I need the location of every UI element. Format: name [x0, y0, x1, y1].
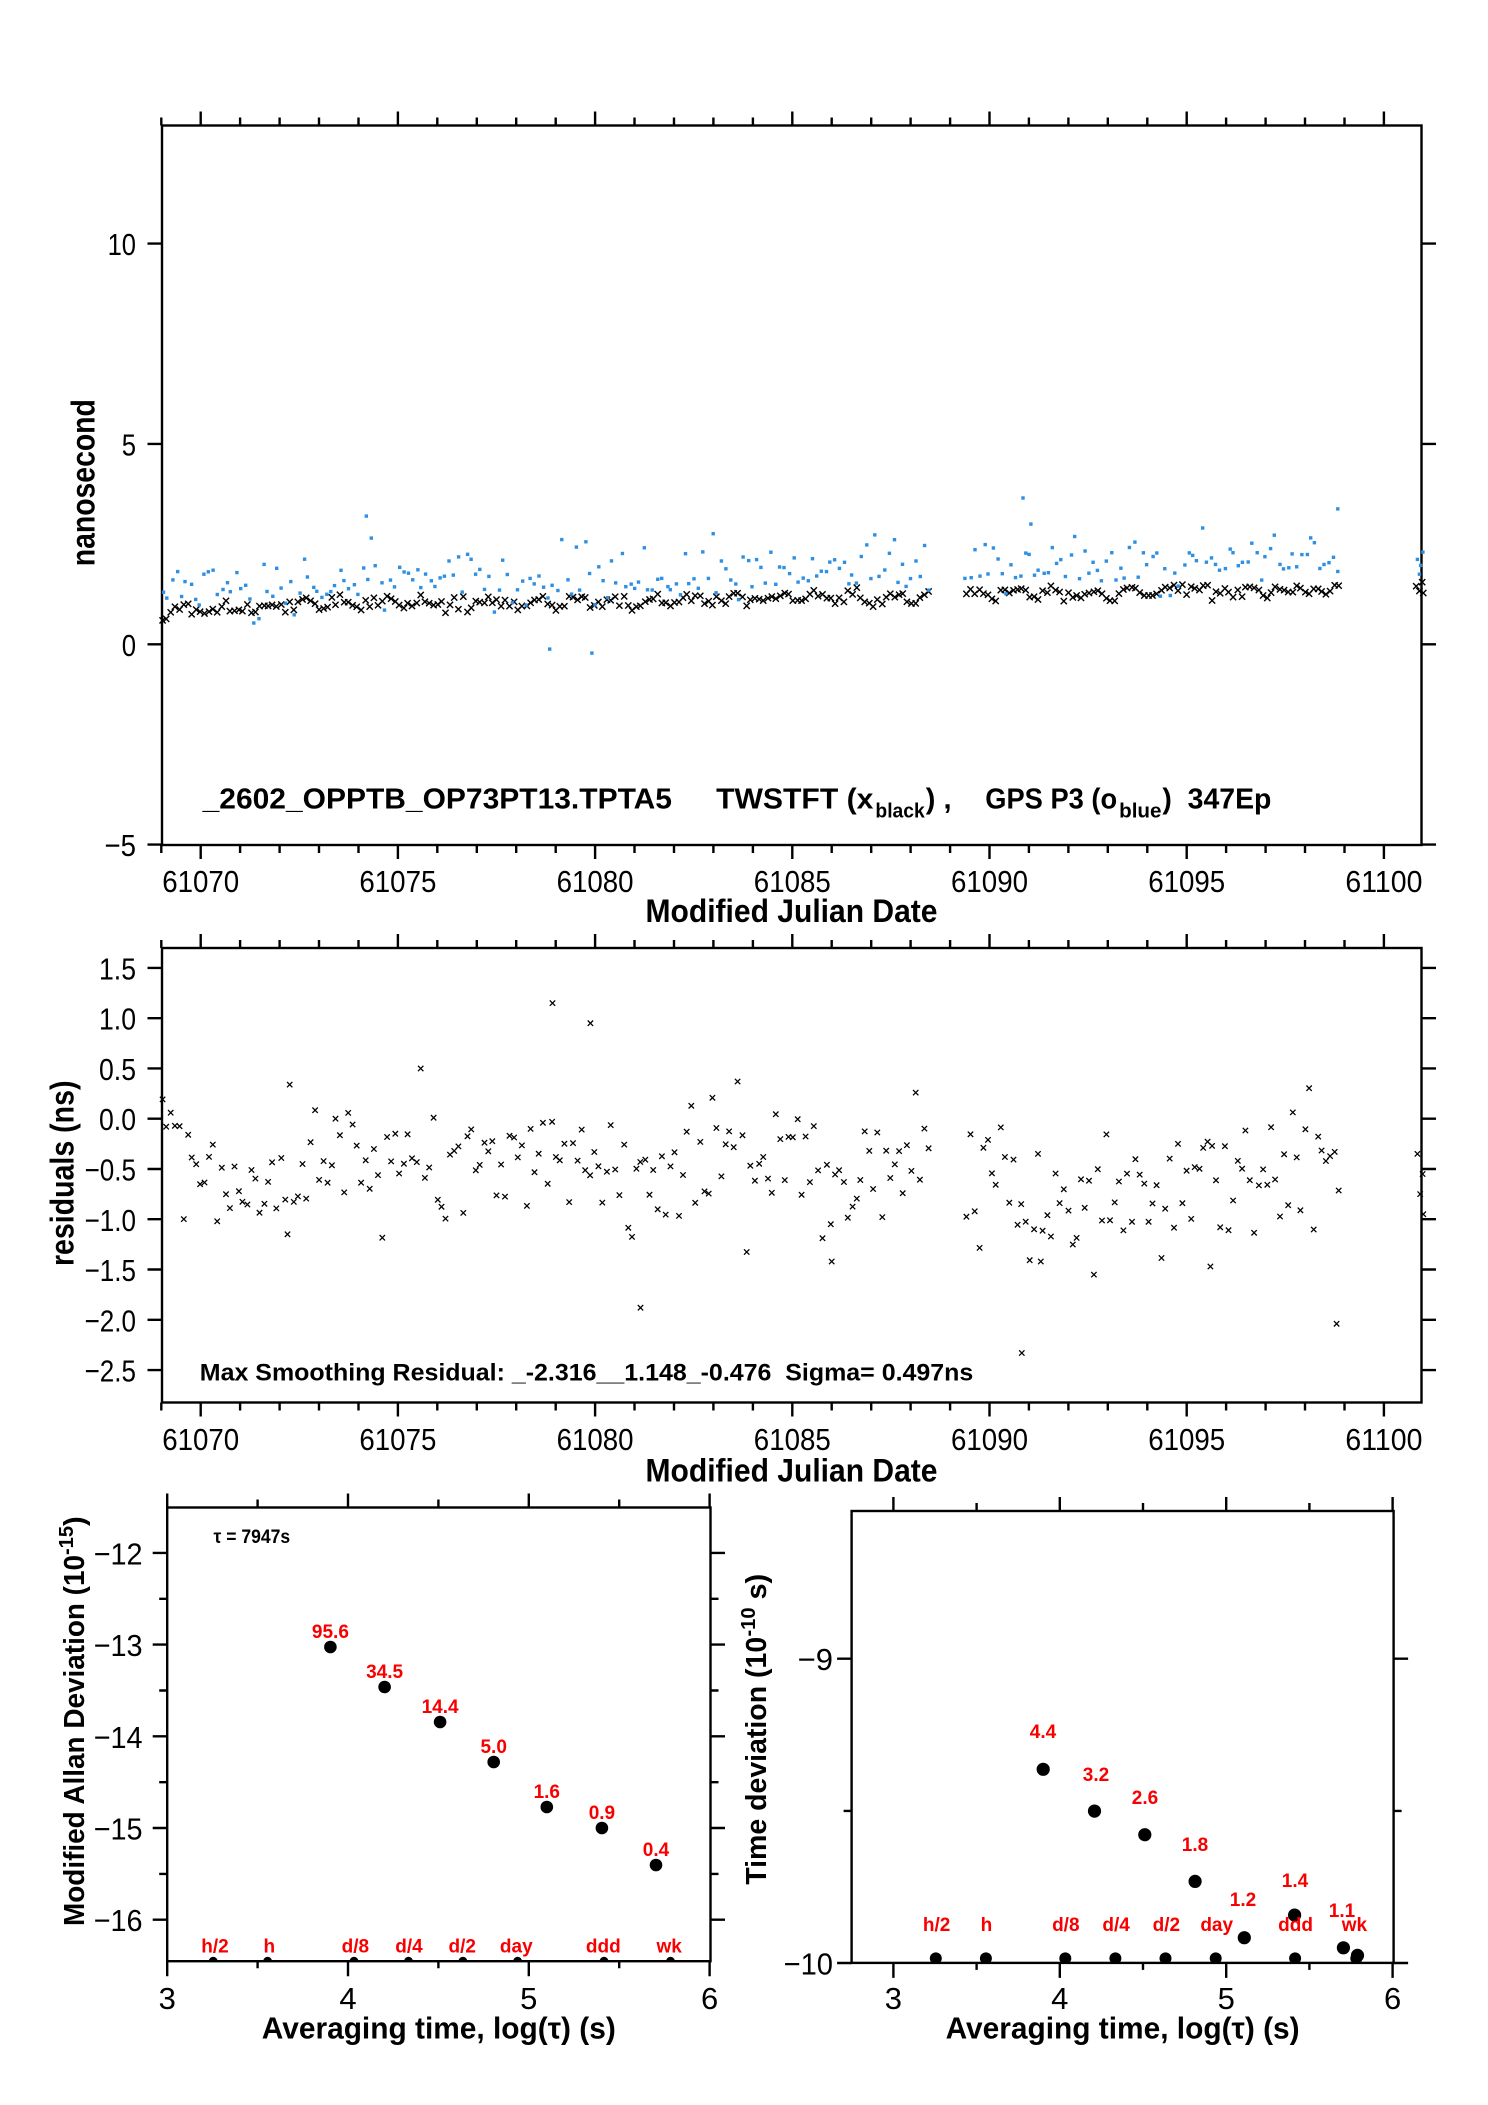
svg-text:3: 3 — [885, 1981, 902, 2016]
svg-text:0.5: 0.5 — [99, 1052, 136, 1087]
svg-text:): ) — [59, 1516, 91, 1526]
svg-text:−16: −16 — [94, 1903, 143, 1938]
svg-text:34.5: 34.5 — [366, 1662, 403, 1683]
svg-text:−15: −15 — [94, 1812, 143, 1847]
svg-text:−9: −9 — [798, 1642, 833, 1677]
svg-text:d/4: d/4 — [395, 1936, 423, 1957]
svg-text:61100: 61100 — [1345, 1422, 1422, 1457]
svg-text:5: 5 — [520, 1981, 537, 2016]
svg-text:h: h — [981, 1915, 993, 1936]
svg-text:5: 5 — [1218, 1981, 1235, 2016]
svg-text:4: 4 — [339, 1981, 356, 2016]
svg-text:61095: 61095 — [1148, 1422, 1225, 1457]
svg-text:Averaging time, log(τ) (s): Averaging time, log(τ) (s) — [262, 2011, 616, 2046]
svg-text:−1.5: −1.5 — [85, 1253, 136, 1288]
svg-text:3: 3 — [159, 1981, 176, 2016]
svg-text:61100: 61100 — [1345, 864, 1422, 899]
svg-text:−5: −5 — [105, 828, 137, 863]
svg-text:τ = 7947s: τ = 7947s — [214, 1527, 291, 1548]
svg-text:Modified Allan Deviation (10: Modified Allan Deviation (10 — [59, 1555, 91, 1926]
svg-text:61090: 61090 — [951, 1422, 1028, 1457]
svg-text:nanosecond: nanosecond — [64, 399, 101, 566]
svg-text:h/2: h/2 — [201, 1936, 228, 1957]
svg-text:d/2: d/2 — [1153, 1915, 1180, 1936]
svg-text:61075: 61075 — [359, 1422, 436, 1457]
svg-text:day: day — [500, 1936, 533, 1957]
svg-text:Averaging time, log(τ) (s): Averaging time, log(τ) (s) — [946, 2011, 1300, 2046]
svg-text:−0.5: −0.5 — [85, 1153, 136, 1188]
svg-text:1.1: 1.1 — [1329, 1901, 1356, 1922]
svg-text:−2.5: −2.5 — [85, 1354, 136, 1389]
svg-text:5: 5 — [122, 427, 136, 462]
svg-text:−14: −14 — [94, 1720, 143, 1755]
svg-text:Time deviation (10: Time deviation (10 — [741, 1637, 773, 1885]
svg-text:Modified Julian Date: Modified Julian Date — [646, 893, 938, 929]
svg-text:h/2: h/2 — [923, 1915, 950, 1936]
svg-text:TWSTFT (x: TWSTFT (x — [716, 784, 873, 816]
svg-text:d/8: d/8 — [342, 1936, 369, 1957]
svg-text:d/8: d/8 — [1052, 1915, 1079, 1936]
svg-text:_2602_OPPTB_OP73PT13.TPTA5: _2602_OPPTB_OP73PT13.TPTA5 — [202, 784, 672, 816]
svg-text:s): s) — [741, 1574, 773, 1608]
svg-text:residuals (ns): residuals (ns) — [44, 1081, 81, 1267]
svg-text:61075: 61075 — [359, 864, 436, 899]
svg-text:61085: 61085 — [754, 1422, 831, 1457]
svg-text:1.4: 1.4 — [1282, 1871, 1309, 1892]
svg-text:6: 6 — [701, 1981, 718, 2016]
svg-text:4: 4 — [1051, 1981, 1068, 2016]
svg-text:h: h — [263, 1936, 275, 1957]
svg-text:Max Smoothing Residual: _-2.31: Max Smoothing Residual: _-2.316__1.148_-… — [200, 1359, 974, 1386]
svg-text:−10: −10 — [784, 1947, 833, 1982]
svg-text:-15: -15 — [56, 1526, 78, 1555]
svg-text:GPS P3 (o: GPS P3 (o — [985, 784, 1117, 816]
svg-text:61095: 61095 — [1148, 864, 1225, 899]
svg-text:day: day — [1200, 1915, 1233, 1936]
svg-text:black: black — [875, 801, 925, 823]
svg-text:1.5: 1.5 — [99, 951, 136, 986]
svg-text:−2.0: −2.0 — [85, 1303, 136, 1338]
svg-text:6: 6 — [1384, 1981, 1401, 2016]
svg-text:) ,: ) , — [926, 784, 952, 816]
svg-text:d/4: d/4 — [1102, 1915, 1130, 1936]
svg-text:d/2: d/2 — [448, 1936, 475, 1957]
svg-text:Modified Julian Date: Modified Julian Date — [646, 1453, 938, 1489]
svg-text:blue: blue — [1119, 801, 1161, 823]
svg-text:0: 0 — [122, 628, 136, 663]
svg-text:4.4: 4.4 — [1030, 1722, 1057, 1743]
svg-text:61080: 61080 — [557, 1422, 634, 1457]
svg-text:61085: 61085 — [754, 864, 831, 899]
svg-text:1.2: 1.2 — [1230, 1890, 1256, 1911]
svg-text:0.9: 0.9 — [589, 1803, 615, 1824]
svg-text:1.8: 1.8 — [1182, 1835, 1208, 1856]
svg-text:61070: 61070 — [162, 864, 239, 899]
svg-text:0.0: 0.0 — [99, 1102, 136, 1137]
svg-text:wk: wk — [656, 1936, 683, 1957]
svg-text:95.6: 95.6 — [312, 1622, 349, 1643]
svg-text:ddd: ddd — [586, 1936, 621, 1957]
svg-text:wk: wk — [1341, 1915, 1368, 1936]
svg-text:2.6: 2.6 — [1132, 1788, 1158, 1809]
svg-text:3.2: 3.2 — [1083, 1765, 1109, 1786]
svg-text:61070: 61070 — [162, 1422, 239, 1457]
svg-text:) 347Ep: ) 347Ep — [1162, 784, 1271, 816]
svg-text:10: 10 — [108, 227, 136, 262]
svg-text:1.6: 1.6 — [534, 1782, 560, 1803]
svg-text:-10: -10 — [738, 1608, 760, 1637]
svg-text:1.0: 1.0 — [99, 1002, 136, 1037]
svg-text:14.4: 14.4 — [422, 1697, 459, 1718]
svg-text:ddd: ddd — [1278, 1915, 1313, 1936]
svg-text:−12: −12 — [94, 1536, 143, 1571]
svg-text:5.0: 5.0 — [480, 1737, 506, 1758]
svg-text:−1.0: −1.0 — [85, 1203, 136, 1238]
svg-text:0.4: 0.4 — [643, 1840, 670, 1861]
svg-text:61080: 61080 — [557, 864, 634, 899]
svg-text:61090: 61090 — [951, 864, 1028, 899]
svg-text:−13: −13 — [94, 1628, 143, 1663]
